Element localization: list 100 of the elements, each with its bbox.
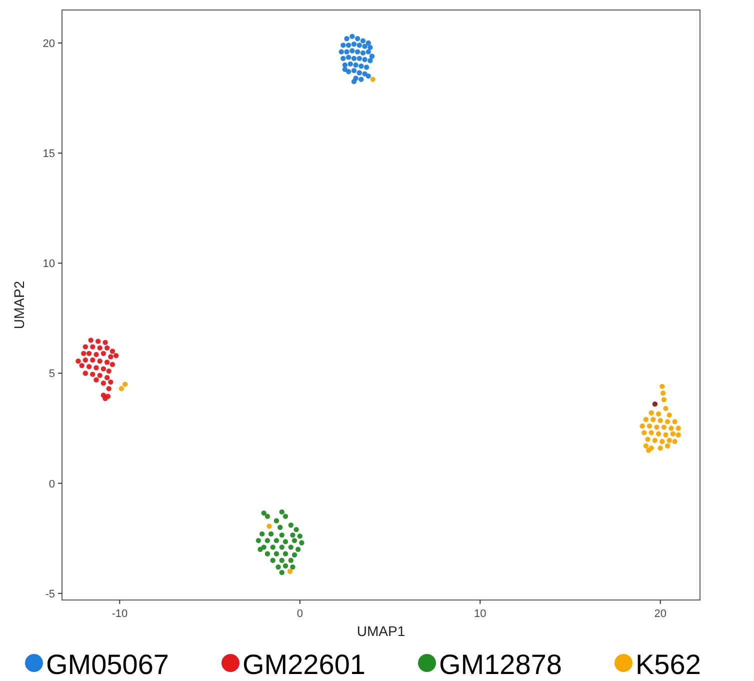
point: [661, 424, 667, 430]
y-tick-label: 0: [48, 478, 55, 490]
point: [342, 62, 348, 68]
point: [282, 539, 288, 544]
point: [118, 386, 124, 392]
point: [369, 54, 375, 59]
point: [282, 514, 288, 519]
point: [652, 401, 658, 407]
x-tick-label: -10: [112, 608, 128, 620]
point: [97, 358, 102, 364]
point: [351, 78, 357, 84]
point: [664, 443, 670, 448]
point: [261, 510, 266, 516]
point: [279, 558, 284, 563]
point: [261, 544, 266, 550]
point: [76, 358, 81, 364]
point: [666, 438, 672, 443]
point: [108, 379, 114, 385]
point: [664, 419, 670, 424]
point: [79, 362, 84, 368]
legend-label: GM05067: [46, 649, 169, 680]
point: [676, 426, 681, 431]
point: [360, 50, 366, 56]
point: [661, 397, 667, 402]
point: [666, 412, 672, 418]
point: [274, 551, 280, 556]
point: [270, 558, 276, 563]
point: [264, 514, 270, 519]
point: [358, 76, 364, 82]
point: [660, 438, 665, 444]
point: [356, 42, 362, 48]
point: [658, 418, 663, 424]
point: [279, 570, 284, 576]
point: [366, 40, 371, 46]
point: [282, 563, 288, 568]
point: [279, 544, 284, 550]
point: [353, 62, 358, 68]
point: [344, 36, 350, 42]
point: [104, 360, 110, 365]
point: [86, 364, 92, 370]
point: [270, 544, 276, 550]
point: [351, 68, 357, 74]
point: [672, 419, 678, 424]
point: [351, 42, 357, 47]
point: [94, 377, 99, 382]
point: [354, 36, 360, 42]
point: [82, 344, 88, 350]
point: [368, 58, 373, 64]
point: [643, 443, 649, 448]
point: [362, 56, 368, 62]
point: [264, 538, 270, 544]
point: [106, 368, 112, 374]
y-tick-label: -5: [45, 588, 55, 600]
point: [94, 365, 99, 370]
point: [346, 54, 352, 60]
point: [350, 34, 355, 40]
point: [370, 76, 376, 82]
point: [279, 532, 284, 538]
point: [290, 532, 296, 538]
point: [90, 357, 96, 363]
point: [100, 366, 106, 372]
point: [297, 534, 302, 539]
point: [340, 42, 346, 48]
point: [656, 431, 662, 436]
point: [268, 531, 274, 537]
point: [274, 518, 280, 524]
point: [288, 558, 294, 563]
point: [654, 424, 660, 430]
point: [364, 64, 370, 70]
point: [650, 416, 656, 422]
point: [81, 350, 86, 356]
point: [292, 552, 298, 558]
point: [97, 345, 102, 351]
point: [668, 426, 674, 431]
y-axis-title: UMAP2: [11, 280, 27, 330]
point: [274, 538, 280, 544]
point: [648, 410, 654, 416]
point: [646, 423, 652, 429]
point: [670, 431, 676, 436]
point: [346, 42, 352, 48]
point: [288, 522, 294, 528]
point: [104, 375, 110, 380]
point: [344, 49, 350, 54]
point: [356, 56, 362, 62]
point: [663, 406, 668, 412]
point: [86, 350, 92, 356]
point: [646, 448, 652, 453]
point: [102, 340, 108, 346]
point: [100, 380, 106, 386]
x-tick-label: 20: [654, 608, 666, 620]
point: [643, 416, 649, 422]
point: [342, 66, 348, 72]
point: [288, 544, 294, 550]
point: [351, 56, 357, 62]
point: [276, 564, 281, 570]
point: [368, 44, 373, 50]
point: [360, 38, 366, 44]
point: [356, 70, 362, 76]
point: [95, 338, 101, 344]
y-tick-label: 10: [42, 258, 55, 270]
